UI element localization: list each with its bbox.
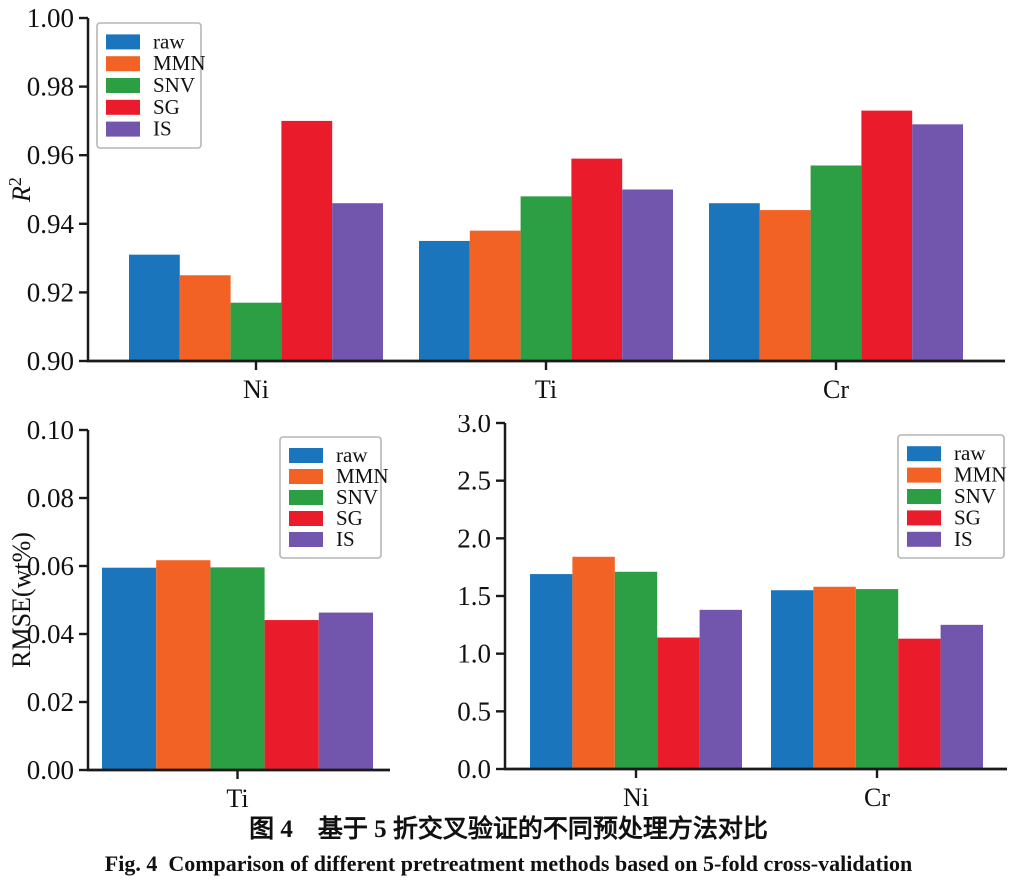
legend-swatch-IS [106,121,140,137]
y-tick-label: 3.0 [457,415,491,438]
legend-swatch-raw [907,446,941,462]
bar-raw-Ti [419,240,470,361]
bar-raw-Cr [771,590,814,769]
legend-swatch-MMN [106,56,140,72]
y-tick-label: 0.96 [27,140,74,170]
legend-label-raw: raw [153,29,185,53]
bar-MMN-Ti [469,230,521,361]
bar-SG-Ni [657,637,700,769]
legend-swatch-SNV [289,490,323,505]
bar-IS-Ni [332,203,383,361]
bar-SG-Ti [264,620,319,770]
bar-IS-Ti [622,189,673,361]
legend-swatch-raw [106,34,140,50]
bar-SNV-Cr [855,589,899,769]
y-tick-label: 0.06 [27,551,74,581]
legend-label-MMN: MMN [336,464,389,488]
bar-IS-Ni [699,609,742,769]
legend-swatch-SNV [907,489,941,504]
y-tick-label: 2.0 [457,523,491,553]
y-tick-label: 2.5 [457,466,491,496]
legend-label-SG: SG [336,506,363,530]
bar-raw-Ni [530,574,573,769]
legend-label-SNV: SNV [336,485,378,509]
bar-MMN-Cr [759,210,811,361]
bar-raw-Ti [102,567,157,770]
bar-raw-Cr [709,203,760,361]
bar-SG-Ni [281,120,333,362]
y-tick-label: 0.10 [27,415,74,445]
bar-IS-Cr [912,124,963,361]
legend-label-SNV: SNV [954,484,996,508]
bar-SG-Ti [571,158,623,361]
y-tick-label: 0.90 [27,346,74,376]
y-tick-label: 1.00 [27,3,74,33]
bar-IS-Cr [940,624,983,769]
legend-label-IS: IS [336,527,355,551]
x-category-label-Ti: Ti [226,784,248,813]
y-tick-label: 0.04 [27,619,75,649]
legend-label-MMN: MMN [954,463,1007,487]
legend-label-MMN: MMN [153,51,206,75]
legend-label-IS: IS [153,117,172,141]
legend-swatch-MMN [907,467,941,483]
bar-IS-Ti [318,612,373,770]
y-tick-label: 0.92 [27,277,74,307]
caption-english: Fig. 4 Comparison of different pretreatm… [104,851,913,876]
y-tick-label: 0.02 [27,687,74,717]
legend-swatch-IS [907,531,941,547]
bar-SNV-Ti [210,567,265,770]
y-tick-label: 0.0 [457,754,491,784]
x-category-label-Cr: Cr [864,783,890,812]
y-tick-label: 0.5 [457,696,491,726]
bar-MMN-Cr [813,586,856,769]
legend-label-IS: IS [954,527,973,551]
legend-swatch-MMN [289,469,323,484]
y-tick-label: 0.94 [27,209,75,239]
bar-raw-Ni [129,254,180,361]
y-tick-label: 1.5 [457,581,491,611]
legend-label-raw: raw [336,443,368,467]
legend-swatch-SG [907,510,941,526]
bar-MMN-Ti [156,560,211,770]
legend-box [96,22,202,149]
chart-r2-top: 0.90 0.92 0.94 0.96 0.98 1.00 Ni Ti Cr R2 rawMMNSN… [5,3,1005,404]
legend-label-raw: raw [954,441,986,465]
bar-SNV-Ni [230,302,282,361]
bar-SG-Cr [861,110,913,361]
y-axis-label: R2 [5,177,36,203]
legend-box [897,434,1005,559]
y-tick-label: 0.00 [27,755,74,785]
y-tick-label: 1.0 [457,639,491,669]
bar-SNV-Cr [810,165,862,361]
chart-rmse-ti-bottom-left: 0.00 0.02 0.04 0.06 0.08 0.10 Ti RMSE(wt%) rawMM… [7,415,390,813]
bar-SG-Cr [898,638,941,769]
legend-swatch-raw [289,448,323,463]
legend-swatch-SG [106,99,140,115]
y-tick-label: 0.08 [27,483,74,513]
x-category-label-Ni: Ni [243,375,269,404]
legend-label-SNV: SNV [153,73,195,97]
bar-SNV-Ni [614,571,658,769]
bar-MMN-Ni [572,556,615,769]
legend-swatch-SG [289,511,323,526]
legend-label-SG: SG [153,95,180,119]
x-category-label-Ti: Ti [535,375,557,404]
bar-MMN-Ni [179,275,231,361]
legend-swatch-IS [289,532,323,547]
x-category-label-Cr: Cr [823,375,849,404]
caption-chinese: 图 4 基于 5 折交叉验证的不同预处理方法对比 [249,816,768,843]
y-tick-label: 0.98 [27,72,74,102]
x-category-label-Ni: Ni [623,783,649,812]
legend-label-SG: SG [954,505,981,529]
legend-box [279,436,382,559]
y-axis-label: RMSE(wt%) [7,532,36,668]
legend-swatch-SNV [106,78,140,93]
bar-SNV-Ti [520,196,572,361]
